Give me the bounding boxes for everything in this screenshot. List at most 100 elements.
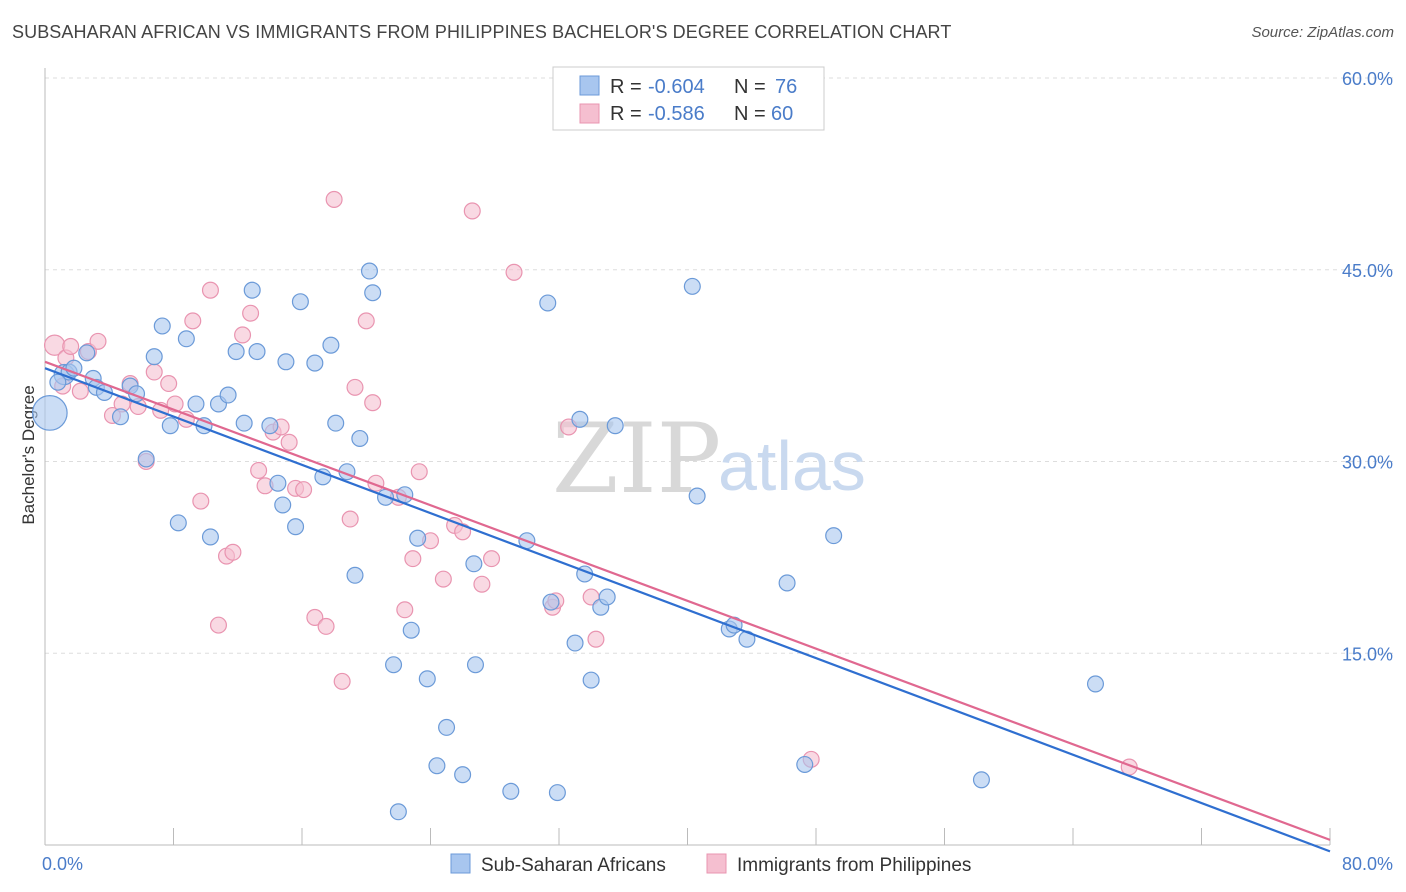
pink-trend-line [44,360,1331,841]
pink-point [234,326,252,344]
blue-point [291,293,309,311]
y-tick-label: 30.0% [1342,453,1393,473]
blue-point [187,395,205,413]
bottom-legend-pink-label: Immigrants from Philippines [737,855,971,876]
blue-point [778,574,796,592]
legend-swatch-pink [579,103,600,124]
bottom-legend-swatch-pink [706,853,727,874]
blue-point [219,386,237,404]
pink-point [325,190,343,208]
blue-point [454,766,472,784]
pink-point [89,332,107,350]
legend-pink-r-value: -0.586 [648,103,705,125]
blue-point [261,417,279,435]
pink-point [483,550,501,568]
pink-point [201,281,219,299]
blue-point [78,344,96,362]
blue-point [137,450,155,468]
pink-point [71,382,89,400]
blue-point [606,417,624,435]
pink-point [333,672,351,690]
legend: R = -0.604 N = 76 R = -0.586 N = 60 [552,66,825,131]
blue-point [825,527,843,545]
blue-point [548,784,566,802]
pink-point [434,570,452,588]
x-tick-label: 0.0% [42,854,83,874]
pink-point [364,394,382,412]
blue-point [111,408,130,426]
blue-point [235,414,253,432]
blue-series [31,262,1105,821]
pink-point [242,304,260,322]
pink-point [341,510,359,528]
blue-point [364,284,382,302]
blue-point [1086,675,1105,693]
blue-point [582,671,600,689]
pink-point [209,616,227,634]
pink-point [295,481,313,499]
pink-point [473,575,491,593]
blue-point [385,656,403,674]
pink-point [250,461,268,479]
blue-point [389,803,407,821]
blue-point [49,373,67,391]
pink-point [357,312,375,330]
pink-point [145,363,163,381]
blue-point [31,395,68,431]
legend-pink-r-label: R = [610,103,642,125]
blue-point [161,417,179,435]
blue-point [466,656,484,674]
legend-blue-n-value: 76 [775,76,797,98]
blue-point [428,757,446,775]
blue-point [248,343,266,361]
x-tick-label: 80.0% [1342,854,1393,874]
blue-point [465,555,483,573]
pink-point [224,543,242,561]
source-label: Source: ZipAtlas.com [1251,24,1394,41]
blue-point [153,317,171,335]
blue-point [688,487,706,505]
blue-point [438,718,456,736]
blue-point [571,410,589,428]
blue-point [177,330,195,348]
blue-point [402,621,420,639]
chart-title: SUBSAHARAN AFRICAN VS IMMIGRANTS FROM PH… [12,22,952,42]
pink-point [192,492,210,510]
pink-point [410,463,428,481]
blue-point [287,518,305,536]
y-tick-label: 60.0% [1342,69,1393,89]
blue-point [539,294,557,312]
pink-point [505,263,523,281]
blue-point [542,593,560,611]
y-tick-label: 45.0% [1342,261,1393,281]
y-tick-label: 15.0% [1342,644,1393,664]
blue-point [277,353,295,371]
blue-point [683,277,701,295]
pink-point [280,433,298,451]
pink-point [346,378,364,396]
blue-point [418,670,436,688]
blue-point [796,755,814,773]
gridlines [45,77,1395,654]
blue-point [327,414,345,432]
blue-point [409,529,427,547]
blue-point [145,348,163,366]
legend-blue-r-label: R = [610,76,642,98]
blue-point [201,528,219,546]
blue-point [314,468,332,486]
blue-point [169,514,187,532]
blue-trend-line [44,367,1331,853]
tick-labels: 15.0% 30.0% 45.0% 60.0% 0.0% 80.0% [42,69,1393,874]
pink-point [396,601,414,619]
blue-point [346,566,364,584]
trend-lines [44,360,1331,853]
blue-point [243,281,261,299]
y-axis-label: Bachelor's Degree [19,385,38,524]
blue-point [351,429,369,448]
blue-point [360,262,378,280]
legend-pink-n-label: N = [734,103,766,125]
blue-point [306,354,324,372]
pink-point [404,550,422,568]
legend-blue-r-value: -0.604 [648,76,705,98]
